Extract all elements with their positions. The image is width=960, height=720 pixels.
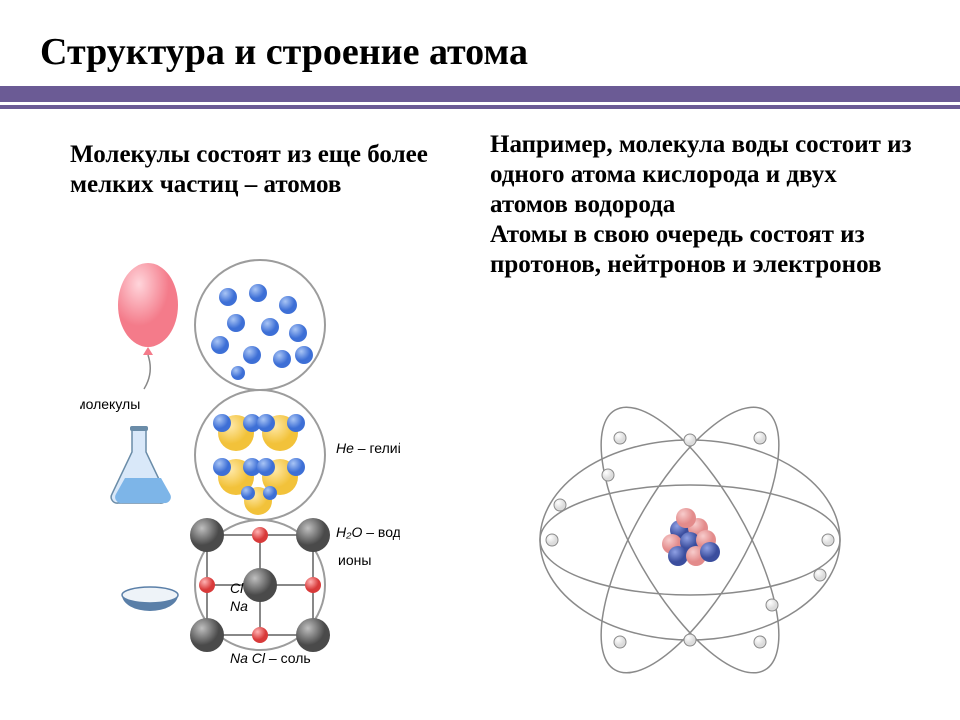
label-ions: ионы (338, 552, 371, 568)
title-bar: Структура и строение атома (40, 30, 920, 74)
label-atoms: атомы (228, 255, 269, 256)
balloon-icon (118, 263, 178, 389)
label-na: Na (230, 598, 248, 614)
label-molecules: молекулы (80, 396, 140, 412)
slide: { "title": "Структура и строение атома",… (0, 0, 960, 720)
divider-thick (0, 86, 960, 102)
ion-lattice (190, 518, 330, 652)
label-cl: Cl (230, 580, 244, 596)
left-paragraph: Молекулы состоят из еще более мелких час… (70, 140, 440, 200)
divider (0, 86, 960, 109)
label-nacl: Na Cl – соль (230, 650, 311, 666)
nucleus (662, 508, 720, 566)
matter-hierarchy-diagram: атомы молекулы He – гелий H₂O – вода ионы Cl N… (80, 255, 400, 695)
atom-structure-diagram (520, 390, 860, 690)
divider-thin (0, 105, 960, 109)
label-he: He – гелий (336, 440, 400, 456)
salt-bowl-icon (122, 587, 178, 611)
page-title: Структура и строение атома (40, 30, 920, 74)
flask-icon (111, 426, 171, 503)
label-h2o: H₂O – вода (336, 524, 400, 540)
right-paragraph: Например, молекула воды состоит из одног… (490, 130, 920, 280)
